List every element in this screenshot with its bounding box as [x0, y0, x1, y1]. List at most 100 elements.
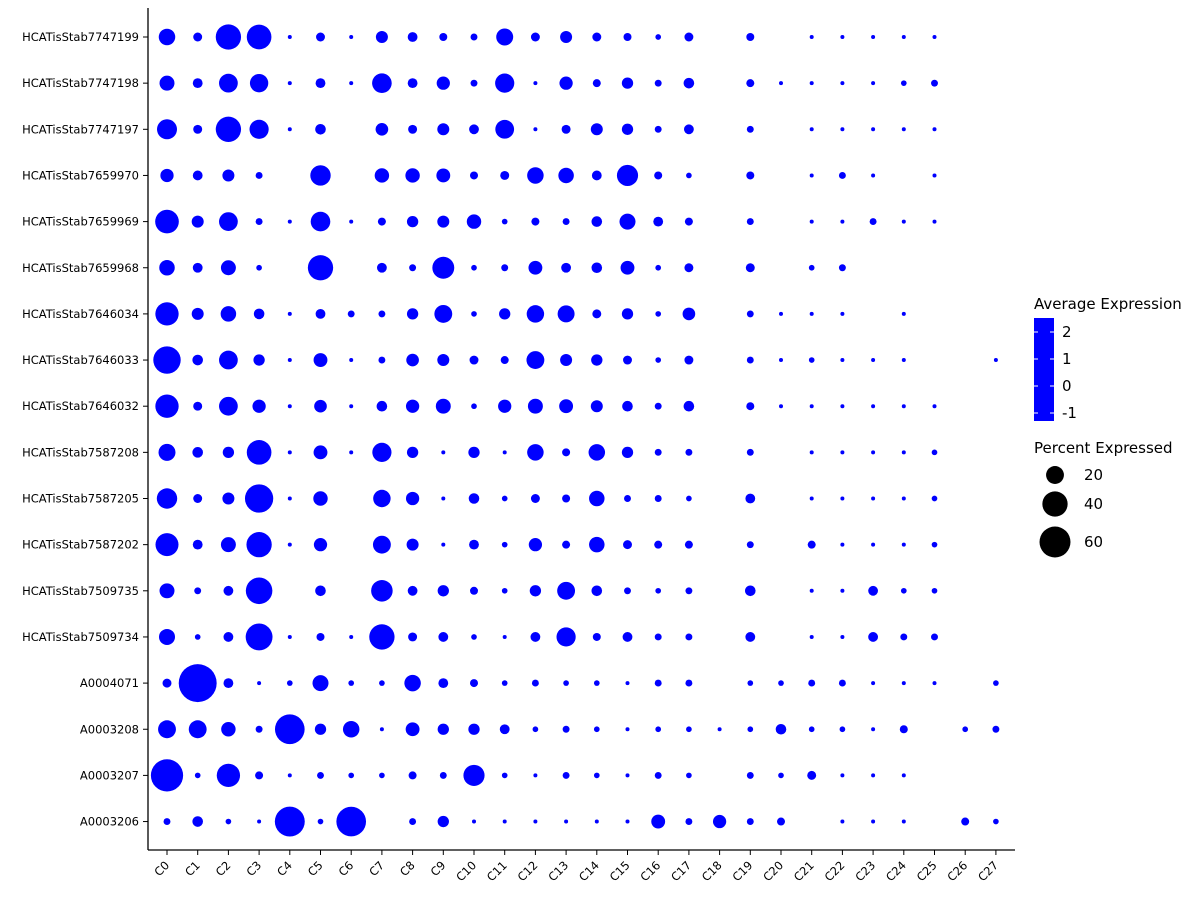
dot-mark	[562, 771, 570, 779]
dot-mark	[594, 819, 599, 824]
dot-mark	[191, 215, 204, 228]
dot-mark	[436, 76, 450, 90]
dot-mark	[405, 399, 420, 413]
dot-mark	[931, 633, 938, 641]
dot-mark	[533, 819, 538, 824]
dot-mark	[840, 819, 845, 824]
dot-mark	[347, 310, 355, 318]
dot-mark	[746, 125, 754, 133]
dot-mark	[439, 771, 447, 779]
x-tick-label: C16	[637, 858, 663, 884]
dot-mark	[379, 680, 385, 686]
dot-mark	[686, 726, 692, 733]
dot-mark	[563, 680, 569, 686]
x-tick-label: C3	[243, 858, 264, 879]
dot-mark	[379, 727, 384, 732]
dot-mark	[993, 358, 998, 363]
dot-mark	[470, 79, 478, 87]
dot-mark	[404, 674, 421, 692]
dot-mark	[746, 33, 755, 41]
dot-mark	[502, 819, 507, 824]
dot-mark	[157, 119, 177, 140]
dot-mark	[406, 353, 419, 367]
dot-mark	[621, 123, 634, 135]
dot-mark	[255, 771, 264, 780]
size-legend-label: 60	[1084, 533, 1103, 551]
dot-mark	[871, 81, 876, 86]
dot-mark	[317, 771, 324, 779]
dot-mark	[625, 681, 630, 686]
dot-mark	[336, 806, 367, 837]
dot-mark	[155, 302, 179, 326]
dot-mark	[591, 262, 603, 274]
y-tick-label: HCATisStab7587202	[22, 538, 139, 552]
size-legend-label: 40	[1084, 495, 1103, 513]
dot-mark	[159, 628, 175, 645]
dot-mark	[463, 764, 485, 786]
dot-mark	[655, 587, 662, 594]
dot-mark	[314, 723, 327, 735]
dot-mark	[840, 404, 845, 409]
dot-mark	[348, 680, 355, 686]
dot-mark	[438, 678, 449, 688]
dot-mark	[559, 399, 574, 414]
dot-mark	[192, 354, 203, 366]
dot-mark	[221, 722, 236, 737]
dot-mark	[222, 492, 235, 505]
dot-mark	[274, 806, 305, 837]
dot-mark	[470, 586, 478, 595]
x-tick-label: C24	[883, 858, 909, 884]
dot-mark	[349, 35, 354, 39]
dot-mark	[342, 721, 360, 738]
dot-mark	[746, 218, 754, 226]
dot-mark	[533, 773, 538, 778]
dot-mark	[900, 80, 907, 86]
dot-mark	[654, 448, 662, 456]
x-tick-label: C17	[668, 858, 694, 884]
dot-mark	[257, 819, 262, 824]
dot-mark	[531, 679, 539, 687]
dot-mark	[624, 587, 631, 595]
dot-mark	[838, 679, 846, 687]
dot-mark	[500, 356, 509, 365]
dot-mark	[408, 124, 418, 134]
dot-mark	[654, 171, 663, 180]
dot-mark	[871, 35, 876, 39]
dot-mark	[192, 262, 203, 273]
dot-mark	[287, 358, 292, 363]
dot-mark	[255, 725, 263, 733]
dot-mark	[868, 585, 878, 596]
dot-mark	[712, 814, 727, 829]
x-tick-label: C18	[699, 858, 725, 884]
size-legend-title: Percent Expressed	[1034, 439, 1173, 457]
dot-mark	[286, 680, 293, 686]
dot-mark	[901, 496, 906, 501]
dot-mark	[746, 818, 754, 826]
dot-mark	[155, 533, 179, 557]
dot-mark	[441, 542, 446, 547]
dot-mark	[372, 442, 392, 462]
dot-mark	[406, 538, 419, 551]
dot-mark	[501, 495, 508, 502]
dot-mark	[405, 722, 420, 737]
dot-mark	[407, 585, 418, 596]
dot-mark	[961, 817, 970, 826]
x-tick-label: C12	[515, 858, 541, 884]
dot-mark	[377, 262, 387, 273]
x-tick-label: C26	[944, 858, 970, 884]
dot-mark	[315, 309, 326, 319]
dot-mark	[616, 164, 639, 187]
dot-mark	[193, 124, 203, 134]
dot-mark	[683, 77, 695, 89]
dot-mark	[932, 173, 937, 178]
dot-mark	[900, 633, 908, 641]
dot-mark	[437, 354, 450, 367]
dot-mark	[745, 493, 756, 504]
dot-mark	[501, 264, 509, 272]
x-tick-label: C9	[428, 858, 449, 879]
y-tick-label: HCATisStab7659970	[22, 168, 139, 182]
dot-series	[150, 24, 1000, 837]
dot-mark	[155, 394, 179, 418]
dot-mark	[468, 493, 480, 504]
